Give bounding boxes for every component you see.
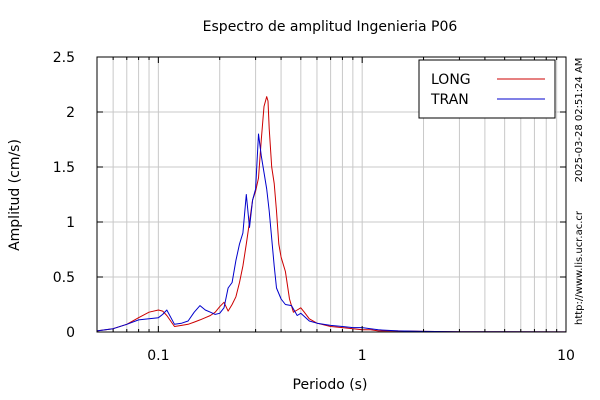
x-tick-label: 1 [358,348,367,364]
y-tick-label: 2 [66,105,75,121]
series-line-long [96,96,567,333]
series-layer [96,96,567,333]
plot-frame [96,56,567,333]
y-axis-label: Amplitud (cm/s) [7,139,23,251]
legend-label-tran: TRAN [430,92,469,108]
url-text: http://www.lis.ucr.ac.cr [574,210,585,325]
x-tick-label: 0.1 [147,348,169,364]
legend-box [418,59,556,119]
y-tick-label: 2.5 [53,50,75,66]
ticks: 0 0.5 1 1.5 2 2.5 0.1 1 10 [53,50,575,364]
x-axis-label: Periodo (s) [293,377,368,393]
y-tick-label: 1.5 [53,160,75,176]
legend-label-long: LONG [431,72,471,88]
series-line-tran [96,133,567,333]
legend: LONG TRAN [418,59,556,119]
x-tick-label: 10 [557,348,575,364]
y-tick-label: 0.5 [53,270,75,286]
y-tick-label: 0 [66,325,75,341]
chart-title: Espectro de amplitud Ingenieria P06 [203,19,458,35]
timestamp-text: 2025-03-28 02:51:24 AM [574,58,585,183]
y-tick-label: 1 [66,215,75,231]
